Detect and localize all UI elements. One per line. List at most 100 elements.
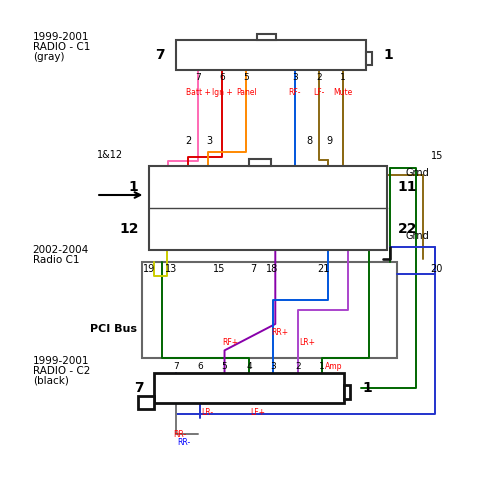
Bar [324,185,331,203]
Bar [242,54,250,65]
Bar [269,387,276,399]
Bar [314,54,322,65]
Text: 5: 5 [221,361,227,371]
Text: Grnd: Grnd [405,168,428,178]
Bar [342,213,353,227]
Bar [338,54,346,65]
Bar [293,387,301,399]
Bar [266,54,274,65]
Text: 2002-2004: 2002-2004 [33,245,89,255]
Text: 7: 7 [172,361,178,371]
Bar [345,185,351,203]
Text: 1: 1 [361,381,371,396]
Text: 4: 4 [246,361,251,371]
Text: RR+: RR+ [270,328,288,337]
Text: PCI Bus: PCI Bus [90,324,137,334]
Bar [242,213,253,227]
Bar [342,171,353,185]
Bar [324,227,331,244]
Bar [266,378,279,387]
Bar [262,171,273,185]
Bar [154,373,343,403]
Bar [162,171,173,185]
Bar [264,185,271,203]
Text: RADIO - C2: RADIO - C2 [33,366,90,376]
Bar [264,227,271,244]
Bar [244,185,251,203]
Bar [220,387,228,399]
Bar [162,213,173,227]
Bar [245,387,252,399]
Bar [282,213,293,227]
Bar [182,213,193,227]
Text: Mute: Mute [333,88,352,97]
Bar [194,54,202,65]
Bar [322,171,333,185]
Bar [184,227,191,244]
Text: RADIO - C1: RADIO - C1 [33,42,90,52]
Text: LF-: LF- [312,88,324,97]
Bar [257,34,275,40]
Bar [343,385,349,399]
Text: 6: 6 [219,73,225,83]
Bar [216,44,228,54]
Text: 6: 6 [197,361,203,371]
Text: (black): (black) [33,376,69,386]
Bar [204,185,211,203]
Bar [284,185,291,203]
Text: 7: 7 [195,73,201,83]
Bar [282,171,293,185]
Text: 8: 8 [306,136,312,146]
Bar [291,378,303,387]
Text: 1999-2001: 1999-2001 [33,356,89,366]
Bar [196,387,204,399]
Bar [202,171,213,185]
Bar [202,213,213,227]
Bar [364,227,371,244]
Bar [192,44,204,54]
Text: 1: 1 [129,180,138,193]
Text: 2: 2 [315,73,321,83]
Text: 22: 22 [397,222,417,236]
Text: RR-: RR- [177,438,190,447]
Bar [362,213,373,227]
Bar [175,40,365,70]
Bar [362,171,373,185]
Bar [304,227,311,244]
Text: Panel: Panel [236,88,256,97]
Text: 15: 15 [213,264,225,274]
Text: (gray): (gray) [33,52,64,62]
Text: RR-: RR- [173,430,186,439]
Bar [322,213,333,227]
Bar [264,44,276,54]
Bar [164,227,171,244]
Text: 1: 1 [339,73,345,83]
Bar [164,185,171,203]
Bar [184,185,191,203]
Text: 18: 18 [265,264,277,274]
Text: RF-: RF- [288,88,300,97]
Text: 1999-2001: 1999-2001 [33,32,89,42]
Bar [137,396,154,409]
Text: LR-: LR- [201,408,213,417]
Text: 3: 3 [270,361,276,371]
Bar [182,171,193,185]
Bar [169,378,182,387]
Text: 2: 2 [185,136,192,146]
Bar [218,54,226,65]
Bar [240,44,252,54]
Text: 7: 7 [155,48,165,62]
Text: Grnd: Grnd [405,231,428,241]
Text: 7: 7 [133,381,143,396]
Bar [142,262,396,358]
Text: 21: 21 [317,264,329,274]
Text: 2: 2 [294,361,300,371]
Bar [288,44,300,54]
Bar [318,387,325,399]
Bar [336,44,348,54]
Bar [222,213,233,227]
Bar [284,227,291,244]
Text: LR+: LR+ [299,338,314,347]
Text: LF+: LF+ [250,408,265,417]
Bar [302,213,313,227]
